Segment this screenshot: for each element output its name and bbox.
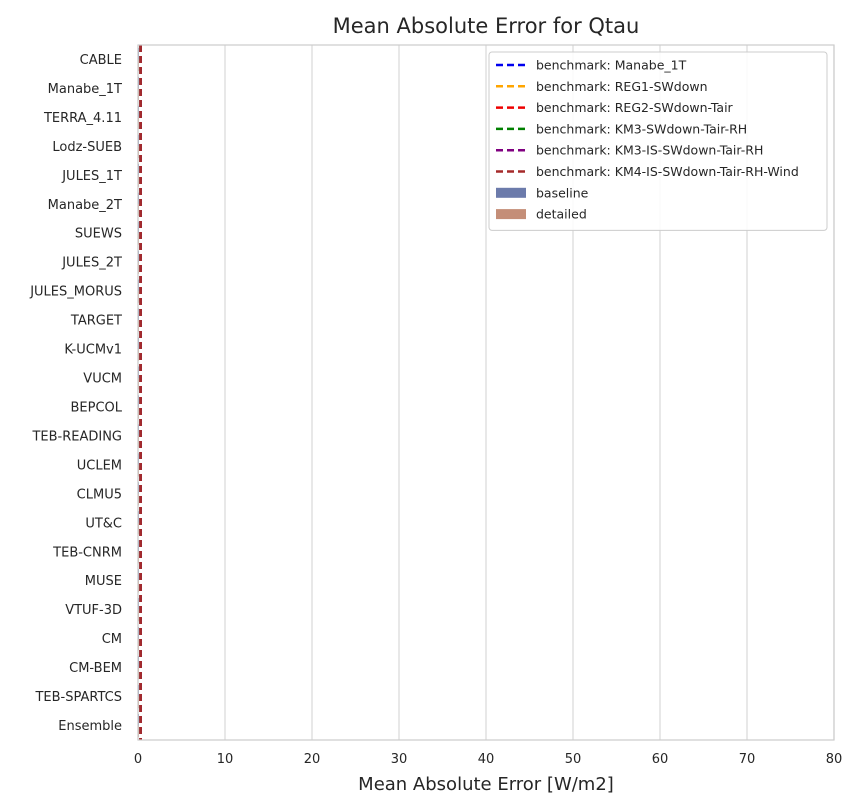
y-tick-label: JULES_MORUS xyxy=(29,285,122,300)
y-tick-label: CLMU5 xyxy=(77,487,122,502)
legend-label: benchmark: Manabe_1T xyxy=(536,58,687,73)
y-tick-label: CM xyxy=(102,632,122,647)
y-tick-label: TEB-READING xyxy=(31,429,122,444)
y-tick-label: VTUF-3D xyxy=(65,603,122,618)
y-tick-label: K-UCMv1 xyxy=(64,343,122,358)
y-tick-label: BEPCOL xyxy=(70,400,122,415)
y-tick-label: Manabe_1T xyxy=(48,82,122,97)
x-tick-label: 80 xyxy=(826,752,843,767)
y-tick-label: JULES_1T xyxy=(61,169,122,184)
y-tick-label: CM-BEM xyxy=(69,661,122,676)
legend-label: benchmark: KM3-SWdown-Tair-RH xyxy=(536,121,747,136)
plot-frame xyxy=(137,44,835,741)
y-tick-label: Lodz-SUEB xyxy=(52,140,122,155)
x-tick-label: 0 xyxy=(134,752,142,767)
y-tick-label: TERRA_4.11 xyxy=(43,111,122,126)
y-tick-labels: CABLE Manabe_1T TERRA_4.11 Lodz-SUEB JULES_1… xyxy=(29,53,123,734)
y-tick-label: UCLEM xyxy=(77,458,122,473)
x-tick-label: 50 xyxy=(565,752,582,767)
x-tick-label: 40 xyxy=(478,752,495,767)
chart-title: Mean Absolute Error for Qtau xyxy=(333,14,640,38)
y-tick-label: MUSE xyxy=(85,574,122,589)
legend-label: baseline xyxy=(536,185,589,200)
x-tick-label: 60 xyxy=(652,752,669,767)
legend-label: benchmark: KM3-IS-SWdown-Tair-RH xyxy=(536,143,763,158)
y-tick-label: TEB-SPARTCS xyxy=(34,690,122,705)
y-tick-label: CABLE xyxy=(80,53,122,68)
y-tick-label: SUEWS xyxy=(75,227,122,242)
legend-label: benchmark: KM4-IS-SWdown-Tair-RH-Wind xyxy=(536,164,799,179)
y-tick-label: VUCM xyxy=(83,372,122,387)
x-tick-labels: 0 10 20 30 40 50 60 70 80 xyxy=(134,752,842,767)
y-tick-label: UT&C xyxy=(85,516,122,531)
legend-frame xyxy=(488,51,828,231)
legend-label: benchmark: REG2-SWdown-Tair xyxy=(536,100,734,115)
y-tick-label: TEB-CNRM xyxy=(52,545,122,560)
x-tick-label: 10 xyxy=(217,752,234,767)
y-tick-label: Manabe_2T xyxy=(48,198,122,213)
legend-swatch xyxy=(496,209,526,220)
y-tick-label: TARGET xyxy=(70,314,122,329)
y-tick-label: JULES_2T xyxy=(61,256,122,271)
x-tick-label: 20 xyxy=(304,752,321,767)
x-tick-label: 70 xyxy=(739,752,756,767)
legend-label: benchmark: REG1-SWdown xyxy=(536,79,708,94)
x-axis-label: Mean Absolute Error [W/m2] xyxy=(358,774,614,795)
legend: benchmark: Manabe_1T benchmark: REG1-SWdo… xyxy=(488,51,828,231)
legend-swatch xyxy=(496,187,526,198)
y-tick-label: Ensemble xyxy=(58,719,122,734)
x-tick-label: 30 xyxy=(391,752,408,767)
legend-label: detailed xyxy=(536,207,587,222)
